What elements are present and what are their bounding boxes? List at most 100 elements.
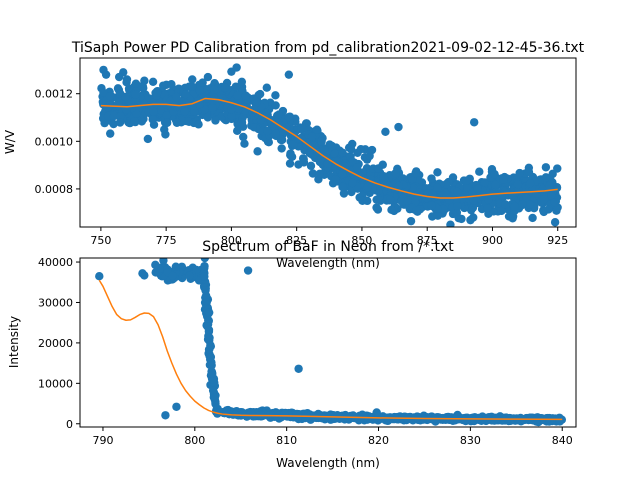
scatter-point <box>210 85 219 94</box>
y-tick-label: 0.0008 <box>35 183 74 196</box>
x-tick-label: 820 <box>368 434 389 447</box>
scatter-point <box>277 144 286 153</box>
scatter-point <box>262 83 272 92</box>
scatter-point <box>161 130 170 139</box>
scatter-point <box>194 120 203 129</box>
scatter-point <box>294 364 303 373</box>
scatter-point <box>427 201 436 210</box>
scatter-point <box>285 159 295 168</box>
scatter-point <box>168 271 177 281</box>
scatter-point <box>211 116 220 125</box>
scatter-point <box>510 202 519 211</box>
scatter-point <box>386 195 395 204</box>
scatter-point <box>151 260 160 270</box>
scatter-point <box>210 79 219 88</box>
scatter-point <box>453 202 462 211</box>
scatter-point <box>462 176 471 186</box>
scatter-point <box>409 183 418 192</box>
scatter-point <box>331 175 340 184</box>
scatter-point <box>172 118 182 128</box>
scatter-point <box>457 214 466 224</box>
scatter-point <box>323 159 333 168</box>
scatter-point <box>283 113 293 122</box>
scatter-point <box>469 118 479 127</box>
scatter-point <box>379 172 388 181</box>
scatter-point <box>101 70 111 79</box>
scatter-point <box>137 117 147 126</box>
scatter-point <box>274 110 284 119</box>
scatter-point <box>243 266 253 275</box>
scatter-point <box>547 191 556 200</box>
scatter-point <box>105 91 115 101</box>
scatter-point <box>541 163 551 172</box>
scatter-point <box>238 409 247 419</box>
chart-bottom-y-ticks: 0 10000 20000 30000 40000 <box>38 256 80 431</box>
scatter-point <box>453 187 462 197</box>
chart-bottom-title: Spectrum of BaF in Neon from /*.txt <box>202 239 454 255</box>
chart-top-x-ticks: 750 775 800 825 850 875 900 925 <box>90 227 568 247</box>
scatter-point <box>427 174 436 183</box>
scatter-point <box>271 91 280 100</box>
scatter-point <box>172 402 181 411</box>
scatter-point <box>491 180 500 190</box>
scatter-point <box>398 174 408 183</box>
scatter-point <box>306 161 316 171</box>
scatter-point <box>95 271 104 281</box>
scatter-point <box>131 90 140 99</box>
scatter-point <box>346 145 356 154</box>
scatter-point <box>220 83 230 93</box>
scatter-point <box>114 98 123 108</box>
scatter-point <box>256 115 266 125</box>
scatter-point <box>143 134 153 144</box>
scatter-point <box>182 99 191 109</box>
scatter-point <box>240 139 249 148</box>
scatter-point <box>185 271 194 281</box>
scatter-point <box>208 386 218 395</box>
scatter-point <box>387 205 396 215</box>
scatter-point <box>167 79 176 89</box>
scatter-point <box>541 173 551 182</box>
scatter-point <box>365 151 374 161</box>
scatter-point <box>347 157 357 166</box>
scatter-point <box>553 164 562 173</box>
scatter-point <box>233 91 242 100</box>
scatter-point <box>171 262 181 271</box>
y-tick-label: 0.0010 <box>35 135 74 148</box>
scatter-point <box>198 78 207 87</box>
scatter-point <box>525 200 535 209</box>
scatter-point <box>131 79 141 88</box>
scatter-point <box>222 406 231 415</box>
scatter-point <box>433 168 442 177</box>
scatter-point <box>234 104 243 113</box>
scatter-point <box>463 183 472 192</box>
scatter-point <box>525 179 535 188</box>
scatter-point <box>333 411 342 420</box>
scatter-point <box>121 92 130 102</box>
scatter-point <box>483 204 492 213</box>
scatter-point <box>394 181 404 191</box>
scatter-point <box>200 272 209 281</box>
scatter-point <box>394 122 403 132</box>
scatter-point <box>286 150 295 160</box>
x-tick-label: 850 <box>351 234 372 247</box>
scatter-point <box>200 258 210 263</box>
scatter-point <box>308 169 318 178</box>
scatter-point <box>305 149 314 158</box>
scatter-point <box>122 75 132 84</box>
scatter-point <box>232 63 241 72</box>
scatter-point <box>227 105 236 114</box>
scatter-point <box>271 101 280 110</box>
scatter-point <box>381 127 390 136</box>
scatter-point <box>149 101 158 110</box>
scatter-point <box>109 119 118 129</box>
scatter-point <box>159 258 168 265</box>
scatter-point <box>403 196 413 205</box>
scatter-point <box>99 88 108 97</box>
scatter-point <box>180 107 190 116</box>
scatter-point <box>208 103 217 112</box>
scatter-point <box>227 111 236 121</box>
scatter-point <box>187 82 197 91</box>
x-tick-label: 810 <box>276 434 297 447</box>
scatter-point <box>489 207 498 216</box>
scatter-point <box>206 340 215 350</box>
